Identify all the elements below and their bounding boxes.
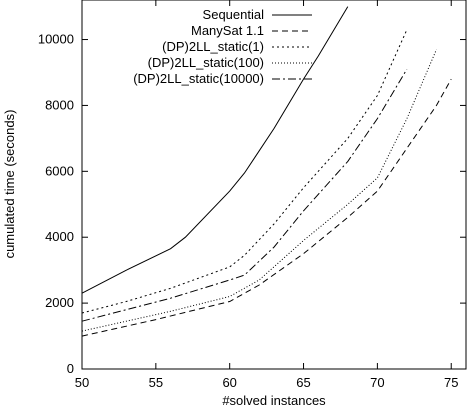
series-layer: [81, 6, 452, 337]
plot-frame: [81, 0, 467, 370]
y-axis-label: cumulated time (seconds): [2, 110, 17, 259]
series-line-4: [81, 49, 437, 332]
x-tick-label: 60: [222, 375, 236, 390]
y-axis: 0 2000 4000 6000 8000 10000: [38, 32, 466, 376]
x-tick-label: 50: [75, 375, 89, 390]
x-axis-label: #solved instances: [222, 393, 326, 408]
legend-label: (DP)2LL_static(100): [148, 55, 264, 70]
x-tick-label: 75: [444, 375, 458, 390]
legend-label: (DP)2LL_static(1): [162, 39, 264, 54]
legend-label: (DP)2LL_static(10000): [133, 71, 264, 86]
y-tick-label: 2000: [45, 295, 74, 310]
y-tick-label: 4000: [45, 229, 74, 244]
series-line-1: [81, 6, 349, 294]
y-tick-label: 0: [67, 361, 74, 376]
y-tick-label: 8000: [45, 97, 74, 112]
x-tick-label: 65: [296, 375, 310, 390]
x-tick-label: 70: [370, 375, 384, 390]
x-tick-label: 55: [149, 375, 163, 390]
series-line-3: [81, 29, 408, 314]
legend-label: ManySat 1.1: [191, 23, 264, 38]
series-line-5: [81, 68, 408, 322]
y-tick-label: 10000: [38, 32, 74, 47]
y-tick-label: 6000: [45, 163, 74, 178]
legend-label: Sequential: [203, 7, 265, 22]
x-axis: 50 55 60 65 70 75: [75, 0, 458, 390]
series-line-2: [81, 78, 452, 337]
